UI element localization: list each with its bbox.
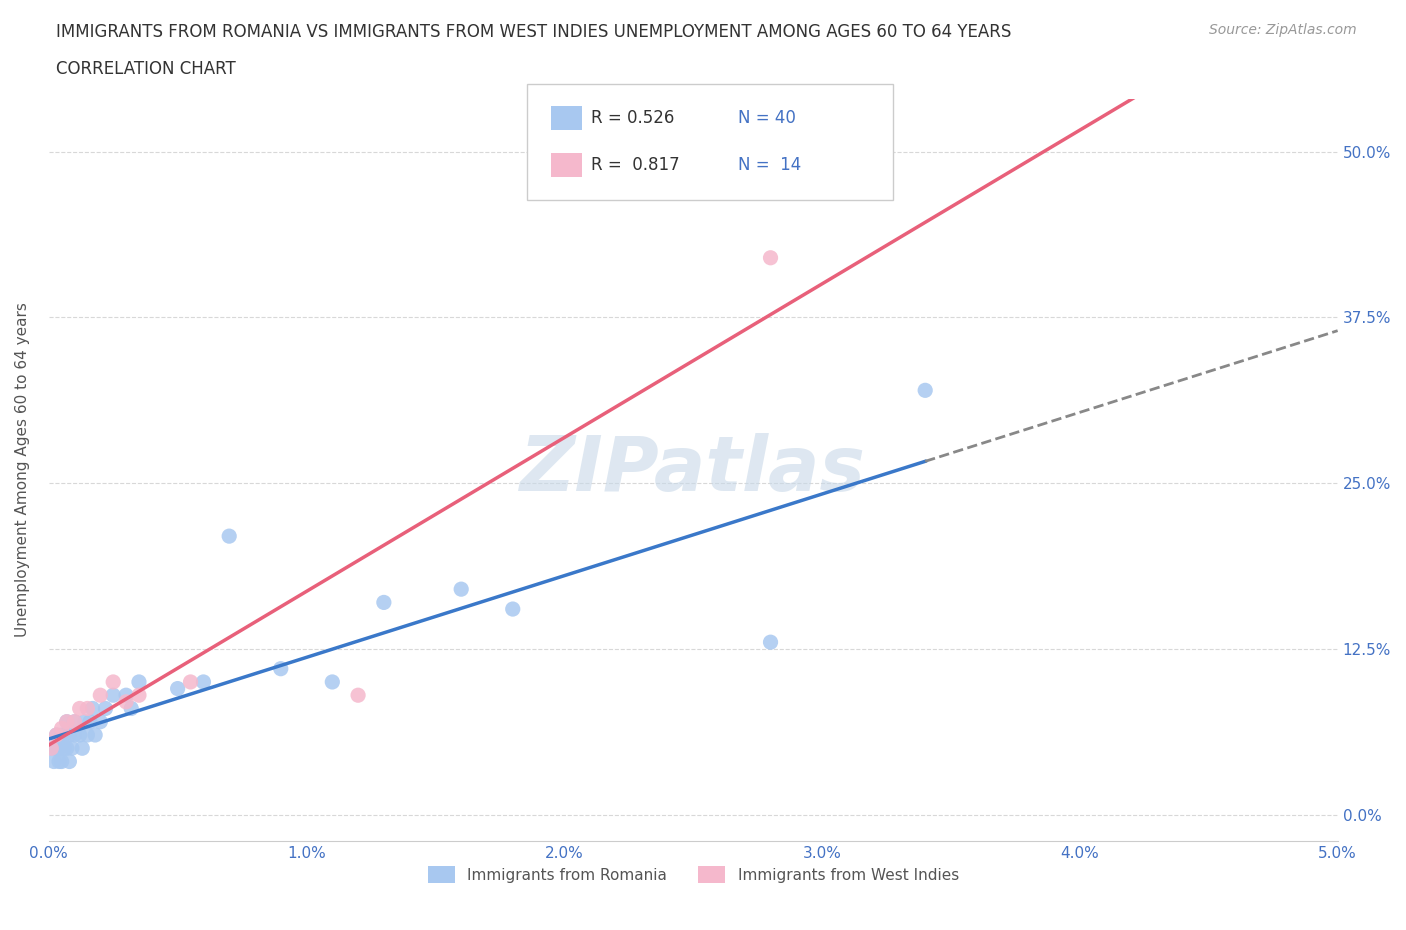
Text: IMMIGRANTS FROM ROMANIA VS IMMIGRANTS FROM WEST INDIES UNEMPLOYMENT AMONG AGES 6: IMMIGRANTS FROM ROMANIA VS IMMIGRANTS FR…: [56, 23, 1011, 41]
Point: [58, 754, 80, 769]
Point: [51, 754, 73, 769]
Point: [82, 701, 104, 716]
Text: N = 40: N = 40: [738, 110, 796, 127]
Point: [56, 714, 79, 729]
Point: [69, 727, 91, 742]
Point: [41, 741, 63, 756]
Point: [60, 741, 83, 756]
Point: [63, 727, 86, 742]
Point: [69, 701, 91, 716]
Point: [89, 714, 111, 729]
Point: [45, 741, 67, 756]
Point: [270, 661, 292, 676]
Point: [321, 674, 343, 689]
Point: [89, 688, 111, 703]
Point: [72, 741, 94, 756]
Point: [120, 701, 142, 716]
Point: [218, 529, 240, 544]
Point: [166, 681, 188, 696]
Point: [373, 595, 395, 610]
Point: [42, 754, 65, 769]
Point: [63, 714, 86, 729]
Point: [48, 741, 70, 756]
Text: N =  14: N = 14: [738, 156, 801, 174]
Point: [56, 714, 79, 729]
Point: [759, 635, 782, 650]
Point: [103, 688, 125, 703]
Point: [759, 250, 782, 265]
Point: [76, 701, 98, 716]
Point: [53, 741, 76, 756]
Point: [914, 383, 936, 398]
Text: R = 0.526: R = 0.526: [591, 110, 673, 127]
Legend: Immigrants from Romania, Immigrants from West Indies: Immigrants from Romania, Immigrants from…: [422, 860, 965, 889]
Text: ZIPatlas: ZIPatlas: [520, 432, 866, 507]
Point: [51, 727, 73, 742]
Point: [45, 727, 67, 742]
Point: [79, 714, 101, 729]
Point: [73, 714, 96, 729]
Point: [115, 695, 138, 710]
Point: [193, 674, 215, 689]
Point: [180, 674, 202, 689]
Point: [94, 701, 117, 716]
Point: [502, 602, 524, 617]
Point: [128, 674, 150, 689]
Point: [58, 727, 80, 742]
Point: [347, 688, 370, 703]
Y-axis label: Unemployment Among Ages 60 to 64 years: Unemployment Among Ages 60 to 64 years: [15, 302, 30, 637]
Point: [48, 754, 70, 769]
Point: [128, 688, 150, 703]
Point: [53, 727, 76, 742]
Point: [76, 727, 98, 742]
Point: [56, 741, 79, 756]
Point: [45, 727, 67, 742]
Point: [450, 582, 472, 597]
Point: [41, 741, 63, 756]
Text: CORRELATION CHART: CORRELATION CHART: [56, 60, 236, 78]
Point: [51, 721, 73, 736]
Point: [84, 727, 107, 742]
Text: R =  0.817: R = 0.817: [591, 156, 679, 174]
Point: [103, 674, 125, 689]
Point: [63, 714, 86, 729]
Point: [115, 688, 138, 703]
Text: Source: ZipAtlas.com: Source: ZipAtlas.com: [1209, 23, 1357, 37]
